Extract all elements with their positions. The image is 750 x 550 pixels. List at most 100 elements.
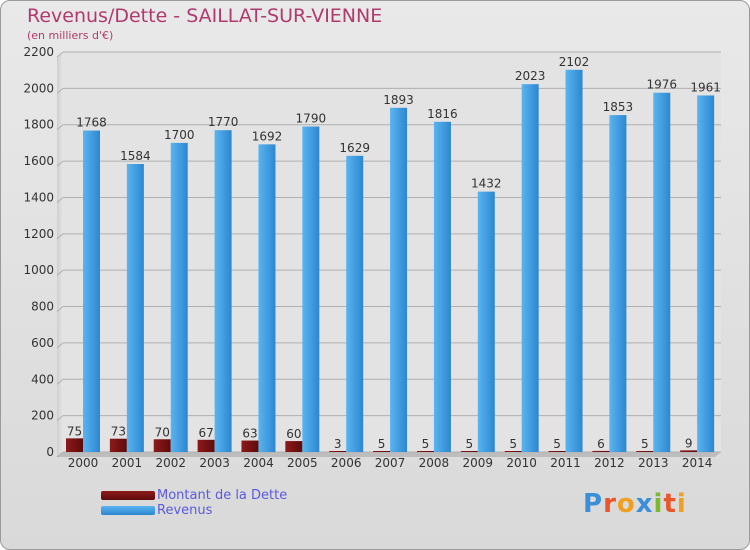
- y-tick-label: 0: [46, 445, 54, 459]
- revenue-data-label: 2023: [515, 69, 546, 83]
- x-tick-label: 2007: [375, 456, 406, 470]
- revenue-bar: [346, 155, 364, 452]
- logo-letter: r: [603, 489, 617, 519]
- debt-bar: [329, 451, 347, 452]
- y-tick-label: 2200: [23, 45, 54, 59]
- y-tick-label: 1800: [23, 118, 54, 132]
- revenue-bar: [433, 121, 451, 453]
- debt-bar: [285, 441, 303, 452]
- revenue-bar: [653, 92, 671, 453]
- plot-wall: [57, 52, 63, 457]
- debt-bar: [153, 439, 171, 452]
- x-tick-label: 2004: [243, 456, 274, 470]
- revenue-bar: [390, 107, 408, 453]
- debt-bar: [109, 438, 127, 452]
- revenue-data-label: 1853: [603, 100, 634, 114]
- revenue-bar: [565, 69, 583, 453]
- x-tick-label: 2009: [463, 456, 494, 470]
- gridline-slant: [56, 378, 64, 385]
- gridline-slant: [56, 197, 64, 203]
- debt-bar: [548, 451, 566, 452]
- revenue-data-label: 1893: [383, 93, 414, 107]
- debt-data-label: 5: [641, 437, 649, 451]
- debt-bar: [241, 440, 259, 452]
- y-tick-label: 400: [31, 372, 54, 386]
- proxiti-logo: Proxiti: [583, 489, 687, 519]
- debt-bar: [680, 450, 698, 452]
- legend-item-revenue: Revenus: [101, 502, 213, 518]
- debt-bar: [416, 451, 434, 452]
- y-tick-label: 1400: [23, 190, 54, 204]
- revenue-data-label: 1692: [252, 129, 283, 143]
- logo-letter: t: [663, 489, 677, 519]
- revenue-data-label: 1432: [471, 177, 502, 191]
- debt-bar: [197, 439, 215, 452]
- revenue-data-label: 2102: [559, 55, 590, 69]
- logo-letter: i: [653, 489, 664, 519]
- revenue-bar: [302, 126, 320, 452]
- gridline-slant: [56, 124, 64, 131]
- revenue-bar: [258, 144, 276, 452]
- x-tick-label: 2012: [594, 456, 625, 470]
- x-tick-label: 2006: [331, 456, 362, 470]
- revenue-bar: [697, 95, 715, 453]
- revenue-bar: [477, 191, 495, 453]
- revenue-data-label: 1816: [427, 107, 458, 121]
- plot-floor: [57, 452, 721, 457]
- revenue-bar: [83, 130, 100, 452]
- debt-data-label: 75: [67, 424, 82, 438]
- debt-data-label: 73: [111, 425, 126, 439]
- revenue-bar: [609, 115, 627, 452]
- debt-data-label: 5: [553, 437, 561, 451]
- y-tick-label: 2000: [23, 81, 54, 95]
- debt-data-label: 5: [509, 437, 517, 451]
- revenue-bar: [214, 130, 232, 452]
- gridline-slant: [56, 451, 64, 458]
- y-tick-label: 800: [31, 300, 54, 314]
- x-tick-label: 2005: [287, 456, 318, 470]
- legend-label-revenue: Revenus: [157, 502, 213, 518]
- y-tick-label: 600: [31, 336, 54, 350]
- y-tick-label: 1000: [23, 263, 54, 277]
- legend-swatch-debt: [101, 490, 155, 500]
- revenue-data-label: 1976: [646, 78, 677, 92]
- x-tick-label: 2000: [68, 456, 99, 470]
- revenue-data-label: 1584: [120, 149, 151, 163]
- x-tick-label: 2013: [638, 456, 669, 470]
- x-tick-label: 2011: [550, 456, 581, 470]
- y-tick-label: 1200: [23, 227, 54, 241]
- revenue-data-label: 1961: [690, 80, 721, 94]
- debt-data-label: 5: [422, 437, 430, 451]
- debt-bar: [592, 450, 610, 452]
- revenue-data-label: 1770: [208, 115, 239, 129]
- logo-letter: P: [583, 489, 604, 519]
- x-tick-label: 2014: [682, 456, 713, 470]
- revenue-data-label: 1790: [296, 112, 327, 126]
- gridline-slant: [56, 306, 64, 312]
- gridline-slant: [56, 160, 64, 167]
- logo-letter: o: [616, 489, 636, 519]
- y-tick-label: 200: [31, 409, 54, 423]
- debt-data-label: 63: [242, 427, 257, 441]
- revenue-bar: [521, 84, 539, 452]
- debt-bar: [504, 451, 522, 452]
- debt-bar: [373, 451, 391, 452]
- chart-subtitle: (en milliers d'€): [27, 29, 114, 42]
- logo-letter: i: [676, 489, 687, 519]
- x-tick-label: 2008: [419, 456, 450, 470]
- legend-label-debt: Montant de la Dette: [157, 487, 288, 503]
- debt-data-label: 6: [597, 437, 605, 451]
- gridline-slant: [56, 415, 64, 422]
- x-tick-label: 2001: [112, 456, 143, 470]
- legend-item-debt: Montant de la Dette: [101, 487, 288, 503]
- x-tick-label: 2010: [506, 456, 537, 470]
- logo-letter: x: [635, 489, 654, 519]
- y-tick-label: 1600: [23, 154, 54, 168]
- debt-data-label: 9: [685, 436, 693, 450]
- debt-bar: [460, 451, 478, 452]
- chart-title: Revenus/Dette - SAILLAT-SUR-VIENNE: [27, 5, 383, 27]
- debt-data-label: 67: [198, 426, 213, 440]
- debt-data-label: 60: [286, 427, 301, 441]
- debt-data-label: 70: [155, 425, 170, 439]
